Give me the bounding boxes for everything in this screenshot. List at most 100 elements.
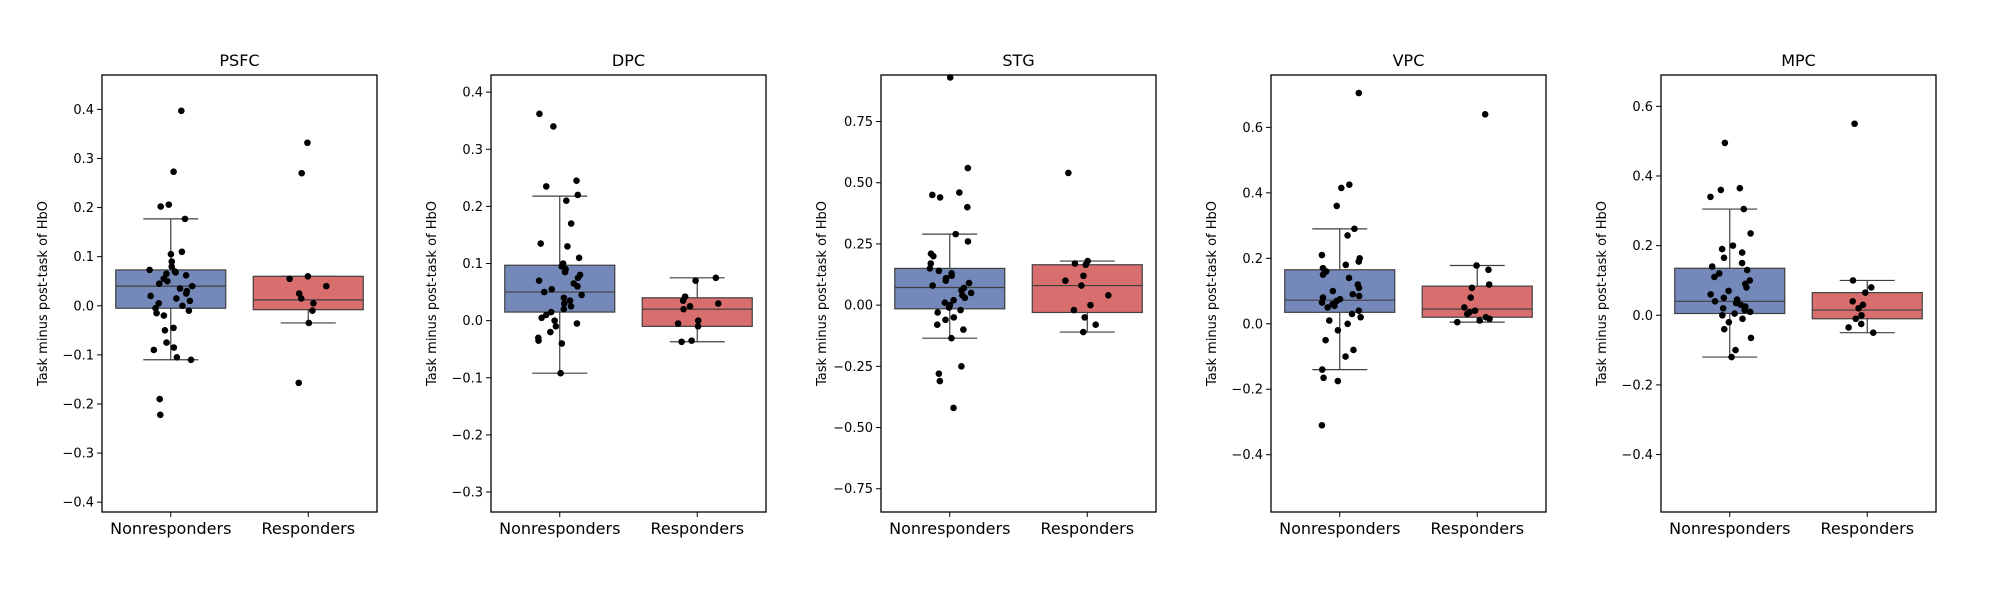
- data-point-responders: [1859, 301, 1867, 309]
- data-point-nonresponders: [547, 308, 555, 316]
- x-tick-label: Responders: [1430, 519, 1524, 538]
- data-point-nonresponders: [957, 306, 964, 314]
- data-point-responders: [694, 323, 702, 330]
- subplot-title: VPC: [1393, 51, 1425, 70]
- data-point-nonresponders: [935, 370, 943, 377]
- data-point-nonresponders: [952, 230, 960, 238]
- y-tick-label: −0.2: [1231, 383, 1263, 398]
- data-point-nonresponders: [935, 267, 943, 275]
- y-tick-label: −0.4: [62, 496, 94, 511]
- data-point-nonresponders: [1721, 139, 1729, 147]
- data-point-nonresponders: [967, 289, 975, 297]
- data-point-nonresponders: [561, 268, 569, 276]
- data-point-nonresponders: [1318, 251, 1326, 259]
- data-point-nonresponders: [958, 287, 965, 294]
- y-axis-label: Task minus post-task of HbO: [815, 201, 830, 387]
- data-point-nonresponders: [1319, 294, 1327, 301]
- data-point-nonresponders: [170, 324, 177, 332]
- data-point-responders: [1105, 292, 1112, 299]
- data-point-nonresponders: [168, 263, 176, 270]
- data-point-nonresponders: [165, 201, 173, 208]
- data-point-nonresponders: [173, 295, 180, 302]
- data-point-nonresponders: [1324, 304, 1331, 311]
- data-point-nonresponders: [157, 203, 165, 210]
- data-point-nonresponders: [1355, 292, 1363, 300]
- y-tick-label: 0.0: [1632, 309, 1653, 324]
- y-axis-label: Task minus post-task of HbO: [1205, 201, 1220, 387]
- data-point-nonresponders: [150, 346, 158, 354]
- data-point-nonresponders: [1349, 291, 1357, 298]
- data-point-nonresponders: [1355, 307, 1363, 314]
- box-nonresponders: [504, 264, 616, 313]
- data-point-responders: [1467, 294, 1474, 301]
- data-point-nonresponders: [1348, 310, 1356, 318]
- x-tick-label: Nonresponders: [499, 519, 620, 538]
- data-point-nonresponders: [557, 369, 564, 377]
- data-point-nonresponders: [550, 123, 557, 130]
- data-point-responders: [1463, 310, 1471, 318]
- data-point-nonresponders: [152, 304, 159, 312]
- data-point-nonresponders: [1708, 263, 1716, 270]
- box-nonresponders: [115, 269, 227, 309]
- data-point-nonresponders: [942, 316, 949, 324]
- y-tick-label: 0.2: [1632, 239, 1653, 254]
- data-point-responders: [1092, 321, 1100, 329]
- data-point-nonresponders: [1736, 184, 1744, 192]
- y-tick-label: 0.25: [844, 237, 873, 252]
- data-point-nonresponders: [1338, 184, 1345, 192]
- data-point-nonresponders: [178, 248, 186, 256]
- data-point-responders: [1471, 307, 1479, 314]
- subplot-title: MPC: [1781, 51, 1816, 70]
- subplot-stg: STG Task minus post-task of HbO −0.75 −0.50…: [815, 51, 1157, 538]
- data-point-responders: [1486, 315, 1493, 323]
- data-point-nonresponders: [547, 328, 554, 336]
- data-point-responders: [688, 337, 695, 344]
- data-point-responders: [694, 317, 702, 324]
- data-point-nonresponders: [936, 194, 944, 201]
- data-point-nonresponders: [1743, 266, 1751, 274]
- data-point-responders: [1081, 314, 1088, 321]
- data-point-nonresponders: [566, 297, 574, 304]
- x-tick-label: Nonresponders: [889, 519, 1010, 538]
- data-point-nonresponders: [164, 277, 171, 285]
- data-point-nonresponders: [1318, 421, 1326, 429]
- data-point-nonresponders: [965, 279, 973, 287]
- y-tick-label: 0.6: [1632, 100, 1653, 115]
- data-point-nonresponders: [1743, 284, 1750, 291]
- y-tick-label: 0.3: [73, 152, 94, 167]
- data-point-nonresponders: [560, 300, 568, 307]
- data-point-nonresponders: [956, 189, 963, 196]
- data-point-responders: [1855, 304, 1862, 312]
- y-tick-label: −0.2: [451, 428, 483, 443]
- y-axis-label: Task minus post-task of HbO: [36, 201, 51, 387]
- data-point-nonresponders: [1325, 317, 1333, 324]
- y-tick-label: −0.2: [62, 397, 94, 412]
- data-point-nonresponders: [168, 258, 176, 265]
- data-point-nonresponders: [950, 296, 957, 304]
- y-tick-label: 0.0: [73, 299, 94, 314]
- data-point-responders: [1851, 120, 1858, 128]
- y-tick-label: 0.4: [462, 86, 483, 101]
- data-point-nonresponders: [1707, 193, 1714, 201]
- data-point-nonresponders: [950, 314, 958, 321]
- y-tick-label: 0.75: [844, 115, 873, 130]
- data-point-responders: [1869, 329, 1877, 336]
- data-point-nonresponders: [1355, 89, 1363, 97]
- data-point-nonresponders: [540, 288, 548, 296]
- data-point-nonresponders: [188, 282, 196, 290]
- data-point-responders: [1473, 262, 1480, 269]
- subplot-mpc: MPC Task minus post-task of HbO −0.4 −0.2 0.…: [1595, 51, 1937, 538]
- data-point-responders: [1461, 304, 1468, 311]
- data-point-nonresponders: [1342, 353, 1349, 360]
- data-point-nonresponders: [181, 215, 189, 223]
- y-tick-label: −0.3: [451, 486, 483, 501]
- data-point-nonresponders: [960, 326, 967, 333]
- data-point-nonresponders: [185, 307, 193, 314]
- y-tick-label: −0.2: [1621, 378, 1653, 393]
- subplot-title: DPC: [612, 51, 645, 70]
- data-point-responders: [1070, 306, 1078, 314]
- data-point-nonresponders: [1717, 186, 1725, 194]
- data-point-responders: [1857, 320, 1865, 328]
- y-tick-label: 0.2: [462, 200, 483, 215]
